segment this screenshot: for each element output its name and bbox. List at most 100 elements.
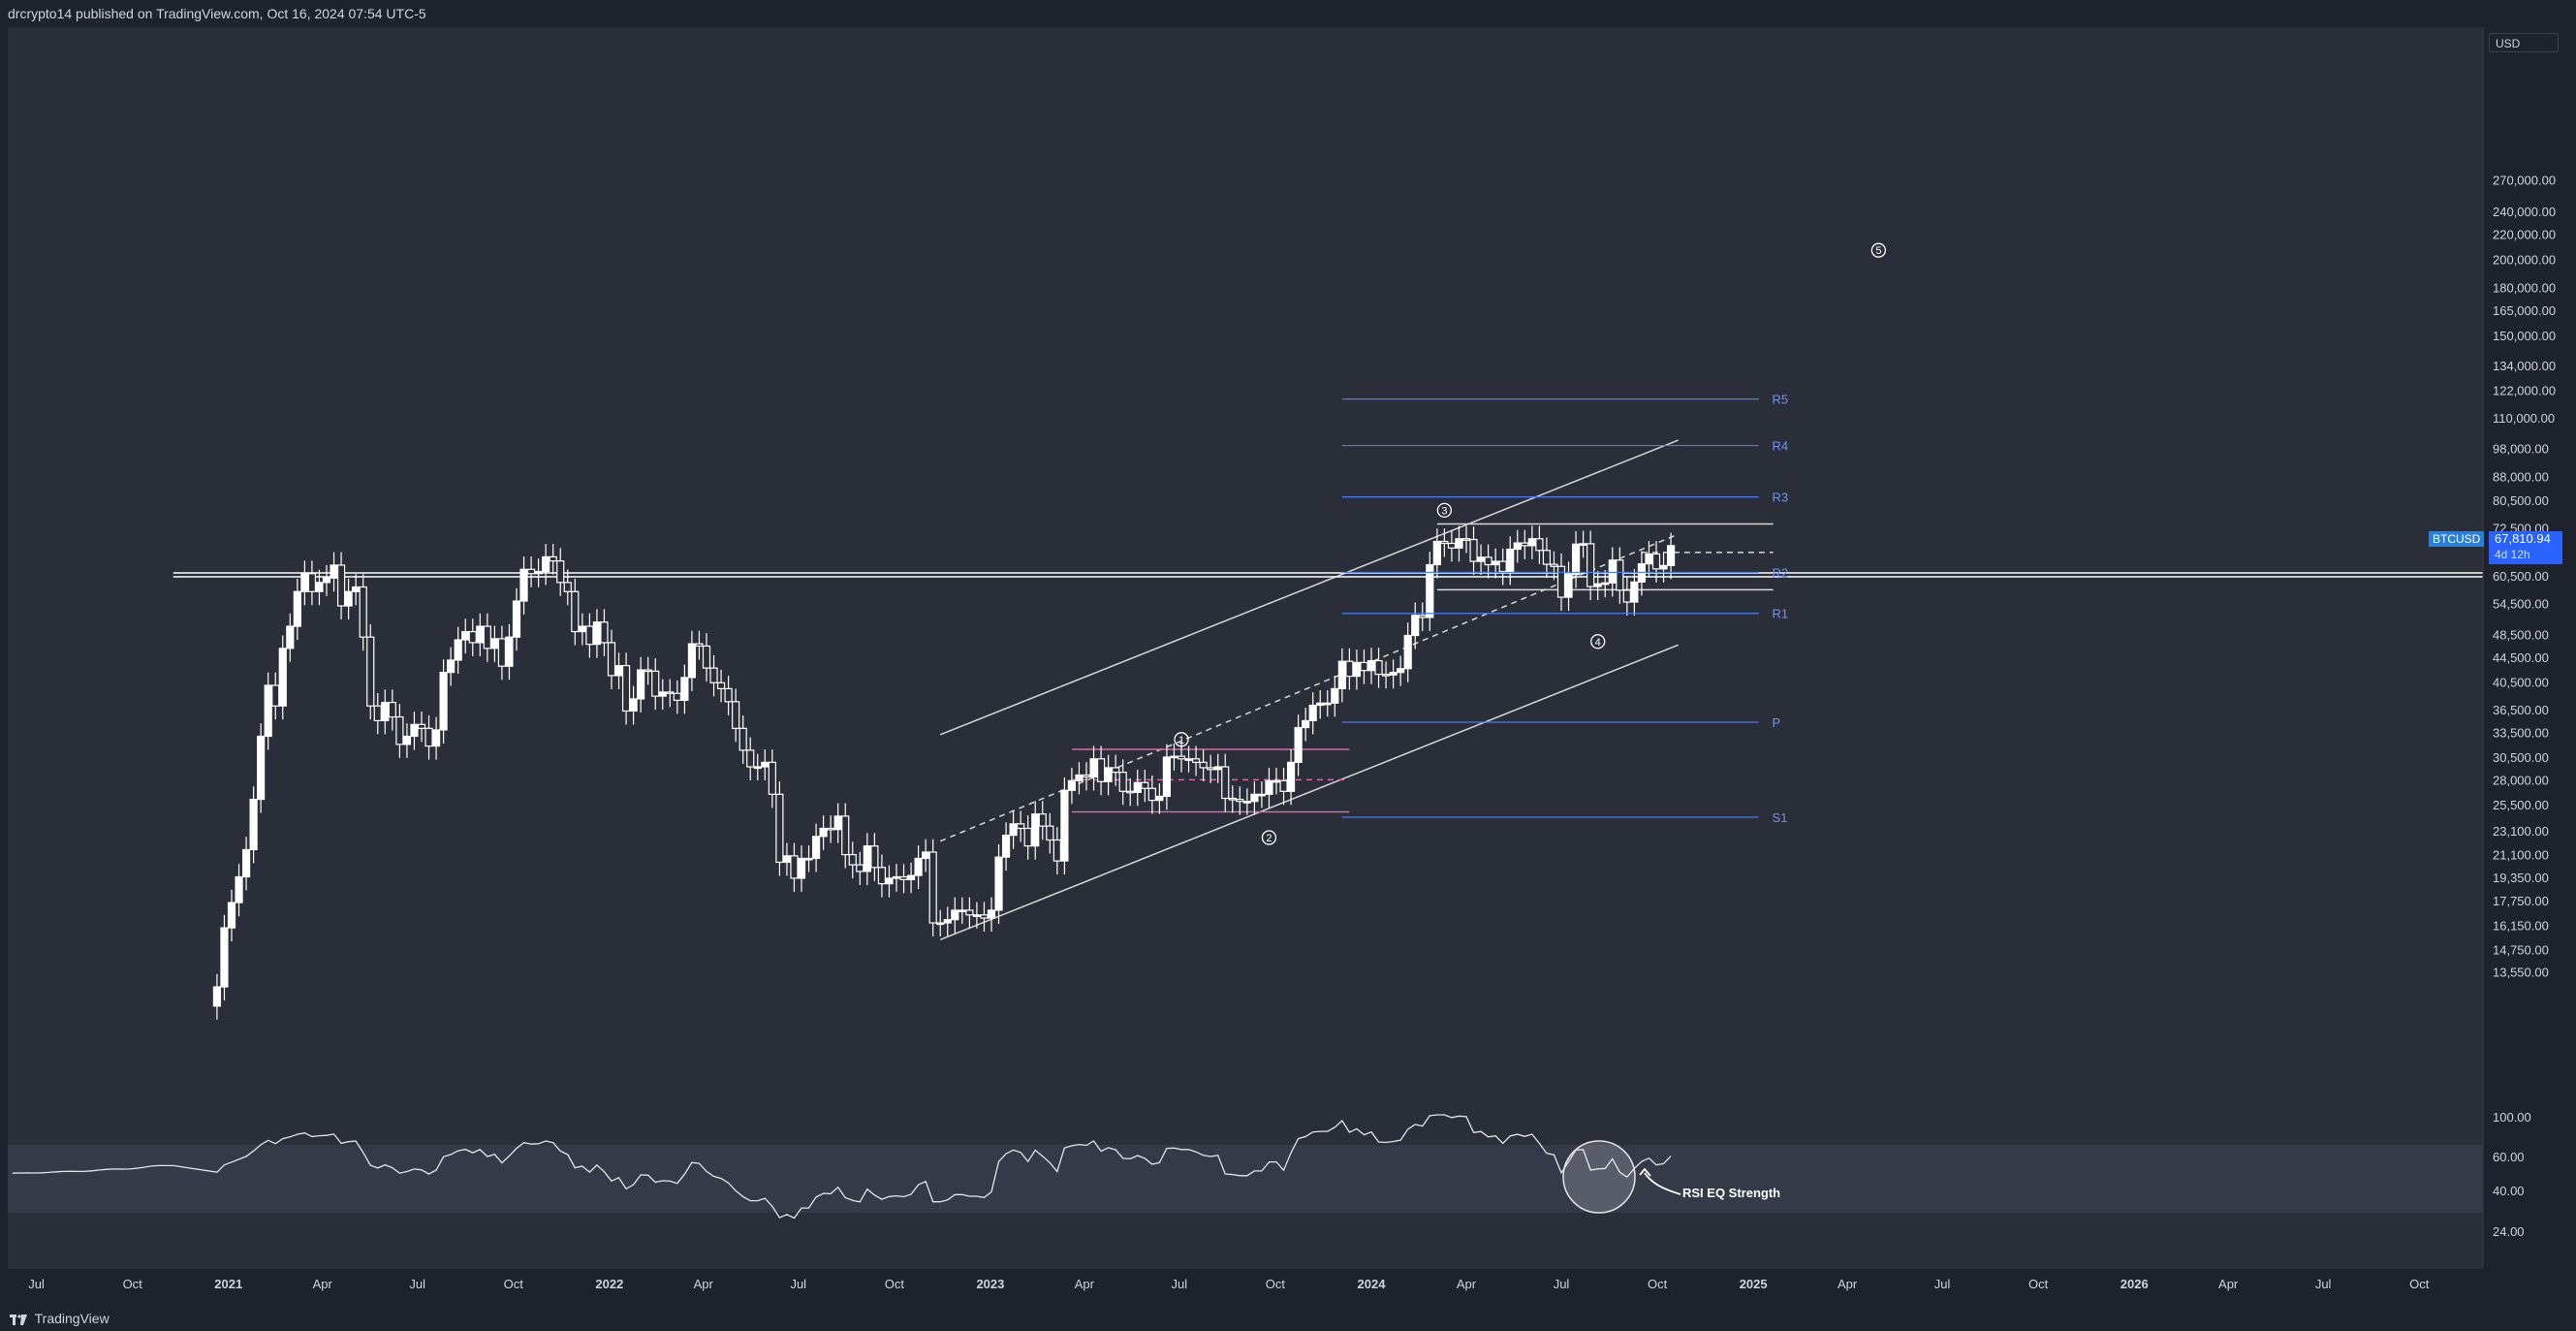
y-tick-label: 48,500.00 <box>2493 627 2549 642</box>
candle-body <box>1492 560 1500 566</box>
x-tick-label: Oct <box>885 1277 905 1291</box>
wave-label-circle <box>1436 502 1453 519</box>
x-tick-label: Apr <box>1838 1277 1858 1291</box>
candle-body <box>534 570 543 575</box>
candle-body <box>761 761 770 768</box>
x-tick-label: Oct <box>123 1277 143 1291</box>
candle-body <box>1337 660 1346 689</box>
candle-body <box>892 875 901 879</box>
candle-body <box>483 625 491 650</box>
x-tick-label: Apr <box>1075 1277 1095 1291</box>
candle-body <box>1308 704 1317 722</box>
candle-body <box>395 715 404 745</box>
x-tick-label: Jul <box>1934 1277 1951 1291</box>
candle-body <box>235 875 243 903</box>
candle-body <box>1060 789 1069 862</box>
candle-body <box>1221 766 1230 800</box>
x-tick-label: Apr <box>313 1277 333 1291</box>
candle-body <box>1397 668 1405 674</box>
candle-body <box>578 625 586 633</box>
candle-body <box>1461 538 1471 541</box>
candle-body <box>1177 755 1186 760</box>
candle-body <box>585 625 594 646</box>
x-tick-label: Jul <box>790 1277 806 1291</box>
candle-body <box>1352 661 1362 678</box>
candle-body <box>827 827 835 831</box>
candle-body <box>1586 543 1595 587</box>
candle-body <box>1579 543 1587 546</box>
x-tick-label: 2021 <box>214 1277 242 1291</box>
y-tick-label: 88,000.00 <box>2493 470 2549 485</box>
rsi-annotation-arrow <box>1644 1172 1681 1195</box>
y-tick-label: 220,000.00 <box>2493 228 2556 242</box>
y-tick-label: 40,500.00 <box>2493 676 2549 690</box>
y-tick-label: 98,000.00 <box>2493 441 2549 456</box>
x-tick-label: 2022 <box>595 1277 623 1291</box>
candle-body <box>431 729 441 747</box>
currency-badge[interactable]: USD <box>2489 33 2559 52</box>
candle-body <box>249 798 258 851</box>
candle-body <box>1184 758 1193 761</box>
candle-body <box>257 735 266 801</box>
candle-body <box>856 864 864 872</box>
y-tick-label: 180,000.00 <box>2493 280 2556 295</box>
candle-body <box>1637 563 1647 583</box>
candle-body <box>1601 582 1610 586</box>
candle-body <box>497 638 507 667</box>
pivot-level-label: P <box>1773 715 1781 730</box>
candle-body <box>994 856 1003 911</box>
candle-body <box>1498 560 1507 573</box>
candle-body <box>1659 564 1668 570</box>
wave-label-circle <box>1590 634 1606 650</box>
y-tick-label: 60,500.00 <box>2493 569 2549 584</box>
candle-body <box>1418 615 1427 618</box>
candle-body <box>1257 793 1267 797</box>
candle-body <box>709 667 718 683</box>
candle-body <box>702 645 711 669</box>
footer-brand: TradingView <box>34 1311 110 1326</box>
candle-body <box>1564 574 1573 598</box>
y-tick-label: 165,000.00 <box>2493 303 2556 318</box>
candle-body <box>951 909 959 921</box>
y-tick-label: 240,000.00 <box>2493 205 2556 219</box>
x-tick-label: Jul <box>28 1277 45 1291</box>
rsi-highlight-circle <box>1562 1140 1636 1214</box>
candle-body <box>454 639 462 661</box>
candle-body <box>980 914 989 919</box>
candle-body <box>928 851 937 924</box>
candle-body <box>1126 790 1135 794</box>
candle-body <box>1535 538 1544 552</box>
x-tick-label: Apr <box>1457 1277 1477 1291</box>
candle-body <box>1170 755 1178 759</box>
y-tick-label: 33,500.00 <box>2493 725 2549 740</box>
pivot-level-label: R1 <box>1773 607 1789 621</box>
candle-body <box>1316 702 1325 707</box>
y-tick-label: 21,100.00 <box>2493 848 2549 863</box>
candle-body <box>1571 543 1581 576</box>
y-tick-label: 25,500.00 <box>2493 798 2549 812</box>
candle-body <box>556 560 565 584</box>
candle-body <box>1082 774 1091 778</box>
y-tick-label: 28,000.00 <box>2493 773 2549 787</box>
candle-body <box>1112 767 1120 774</box>
candle-body <box>695 643 704 648</box>
candle-body <box>490 638 499 650</box>
candle-body <box>1367 659 1376 672</box>
candle-body <box>264 684 272 738</box>
candle-body <box>1199 761 1208 769</box>
y-tick-label: 80,500.00 <box>2493 493 2549 508</box>
candle-body <box>373 705 382 722</box>
candle-body <box>732 701 740 729</box>
candle-body <box>1484 556 1492 566</box>
y-tick-label: 110,000.00 <box>2493 411 2555 426</box>
publisher-text: drcrypto14 published on TradingView.com,… <box>8 6 426 21</box>
wave-label: 2 <box>1266 833 1272 844</box>
candle-body <box>1556 565 1566 598</box>
candle-body <box>330 564 338 579</box>
wave-label-circle <box>1261 830 1277 845</box>
rsi-annotation-arrowhead <box>1639 1167 1651 1177</box>
candle-body <box>439 672 448 731</box>
candle-body <box>1331 687 1339 704</box>
candle-body <box>841 815 850 856</box>
